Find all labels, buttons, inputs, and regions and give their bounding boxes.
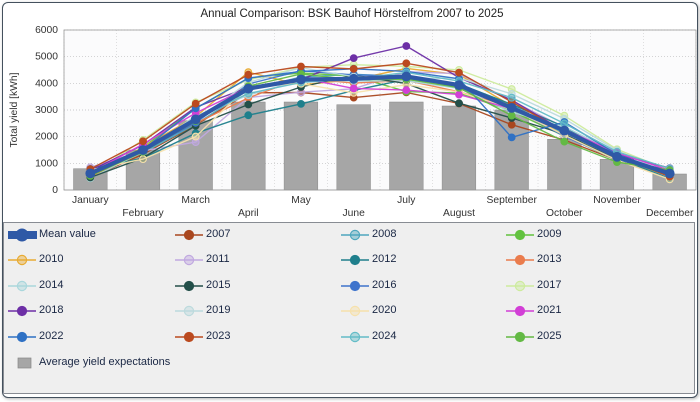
svg-text:April: April [238,208,259,219]
svg-text:Annual Comparison: BSK Bauhof: Annual Comparison: BSK Bauhof Hörstelfro… [200,8,503,20]
svg-text:January: January [72,195,109,206]
svg-text:2000: 2000 [35,132,58,143]
svg-text:1000: 1000 [35,158,58,169]
svg-text:February: February [122,208,164,219]
svg-text:4000: 4000 [35,78,58,89]
svg-text:July: July [397,195,416,206]
svg-text:June: June [343,208,366,219]
svg-text:6000: 6000 [35,25,58,36]
svg-text:September: September [487,195,538,206]
svg-text:5000: 5000 [35,52,58,63]
svg-text:3000: 3000 [35,105,58,116]
svg-text:0: 0 [52,185,58,196]
svg-text:December: December [646,208,694,219]
svg-text:October: October [546,208,583,219]
svg-text:May: May [291,195,311,206]
svg-text:Total yield [kWh]: Total yield [kWh] [9,72,20,147]
svg-text:November: November [593,195,641,206]
svg-text:August: August [443,208,475,219]
svg-text:March: March [181,195,210,206]
